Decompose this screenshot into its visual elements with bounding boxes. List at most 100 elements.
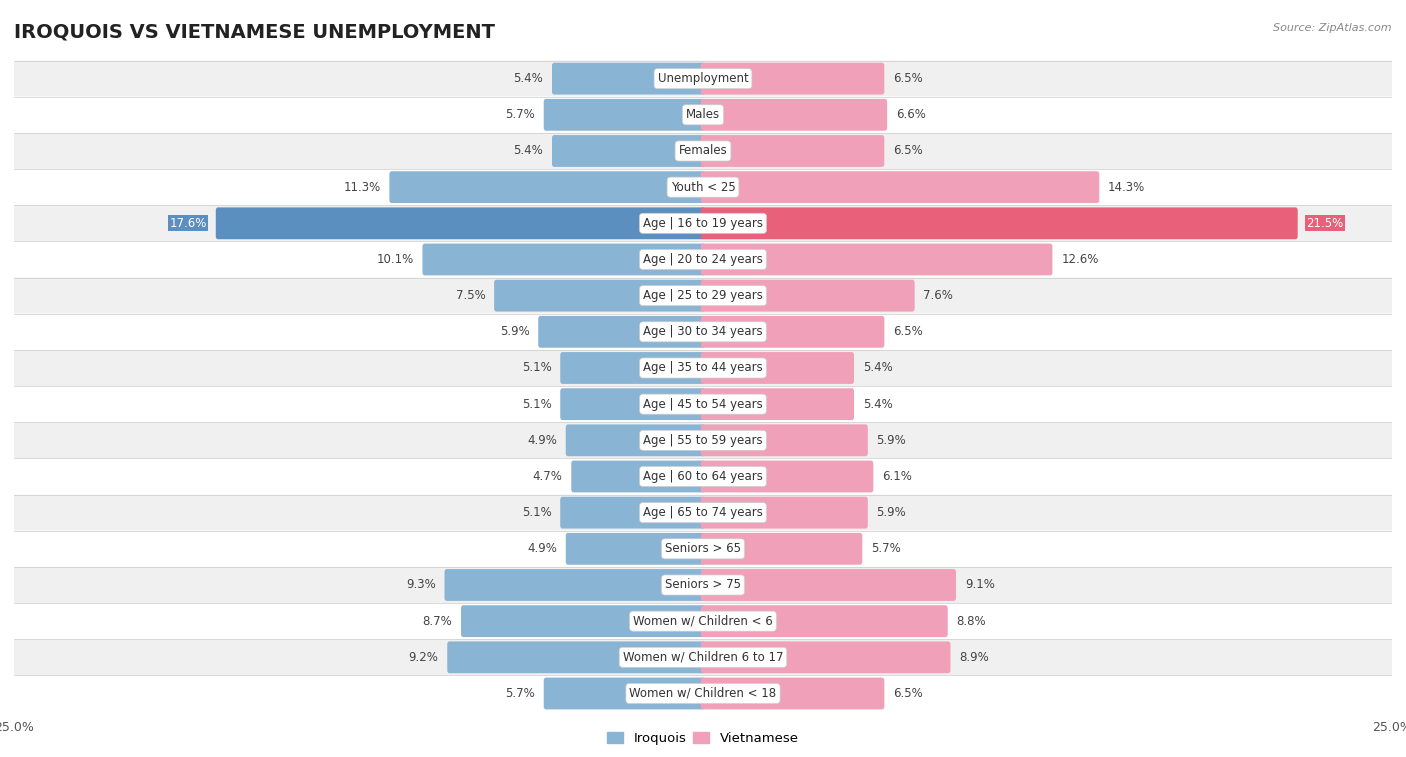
FancyBboxPatch shape: [14, 61, 1392, 97]
Text: 7.5%: 7.5%: [456, 289, 485, 302]
Text: 6.1%: 6.1%: [882, 470, 912, 483]
Text: Age | 35 to 44 years: Age | 35 to 44 years: [643, 362, 763, 375]
FancyBboxPatch shape: [700, 135, 884, 167]
FancyBboxPatch shape: [560, 388, 706, 420]
Text: 6.5%: 6.5%: [893, 326, 922, 338]
FancyBboxPatch shape: [494, 280, 706, 312]
FancyBboxPatch shape: [700, 316, 884, 347]
FancyBboxPatch shape: [14, 133, 1392, 169]
Text: 9.2%: 9.2%: [409, 651, 439, 664]
Text: Males: Males: [686, 108, 720, 121]
Text: Youth < 25: Youth < 25: [671, 181, 735, 194]
FancyBboxPatch shape: [565, 533, 706, 565]
Text: Age | 45 to 54 years: Age | 45 to 54 years: [643, 397, 763, 410]
FancyBboxPatch shape: [14, 313, 1392, 350]
Text: 5.4%: 5.4%: [863, 397, 893, 410]
FancyBboxPatch shape: [700, 352, 853, 384]
Text: Unemployment: Unemployment: [658, 72, 748, 85]
FancyBboxPatch shape: [14, 278, 1392, 313]
Text: 14.3%: 14.3%: [1108, 181, 1146, 194]
Text: 6.5%: 6.5%: [893, 687, 922, 700]
FancyBboxPatch shape: [700, 497, 868, 528]
Text: 5.9%: 5.9%: [876, 506, 907, 519]
Text: Age | 16 to 19 years: Age | 16 to 19 years: [643, 217, 763, 230]
FancyBboxPatch shape: [14, 567, 1392, 603]
FancyBboxPatch shape: [560, 352, 706, 384]
FancyBboxPatch shape: [553, 135, 706, 167]
Text: 8.7%: 8.7%: [422, 615, 453, 628]
Text: Seniors > 75: Seniors > 75: [665, 578, 741, 591]
Text: Women w/ Children < 18: Women w/ Children < 18: [630, 687, 776, 700]
Text: 5.9%: 5.9%: [876, 434, 907, 447]
Text: 9.1%: 9.1%: [965, 578, 994, 591]
Text: 7.6%: 7.6%: [924, 289, 953, 302]
Text: 6.5%: 6.5%: [893, 145, 922, 157]
FancyBboxPatch shape: [14, 531, 1392, 567]
FancyBboxPatch shape: [565, 425, 706, 456]
FancyBboxPatch shape: [700, 63, 884, 95]
FancyBboxPatch shape: [14, 350, 1392, 386]
Text: 8.9%: 8.9%: [959, 651, 988, 664]
Text: 5.1%: 5.1%: [522, 362, 551, 375]
FancyBboxPatch shape: [422, 244, 706, 276]
FancyBboxPatch shape: [14, 169, 1392, 205]
FancyBboxPatch shape: [700, 678, 884, 709]
Text: Age | 60 to 64 years: Age | 60 to 64 years: [643, 470, 763, 483]
FancyBboxPatch shape: [544, 678, 706, 709]
Text: Women w/ Children < 6: Women w/ Children < 6: [633, 615, 773, 628]
FancyBboxPatch shape: [700, 244, 1053, 276]
FancyBboxPatch shape: [700, 207, 1298, 239]
FancyBboxPatch shape: [571, 460, 706, 492]
FancyBboxPatch shape: [14, 603, 1392, 639]
FancyBboxPatch shape: [14, 494, 1392, 531]
FancyBboxPatch shape: [389, 171, 706, 203]
FancyBboxPatch shape: [700, 460, 873, 492]
FancyBboxPatch shape: [14, 386, 1392, 422]
Text: 5.9%: 5.9%: [499, 326, 530, 338]
Text: 6.5%: 6.5%: [893, 72, 922, 85]
Text: IROQUOIS VS VIETNAMESE UNEMPLOYMENT: IROQUOIS VS VIETNAMESE UNEMPLOYMENT: [14, 23, 495, 42]
Text: Females: Females: [679, 145, 727, 157]
FancyBboxPatch shape: [700, 569, 956, 601]
Text: Age | 55 to 59 years: Age | 55 to 59 years: [643, 434, 763, 447]
Text: 5.7%: 5.7%: [872, 542, 901, 556]
Text: 21.5%: 21.5%: [1306, 217, 1344, 230]
FancyBboxPatch shape: [700, 388, 853, 420]
FancyBboxPatch shape: [447, 641, 706, 673]
FancyBboxPatch shape: [14, 639, 1392, 675]
Text: Age | 65 to 74 years: Age | 65 to 74 years: [643, 506, 763, 519]
Text: 4.9%: 4.9%: [527, 434, 557, 447]
Text: 17.6%: 17.6%: [170, 217, 207, 230]
Text: 10.1%: 10.1%: [377, 253, 413, 266]
Text: Source: ZipAtlas.com: Source: ZipAtlas.com: [1274, 23, 1392, 33]
FancyBboxPatch shape: [14, 241, 1392, 278]
FancyBboxPatch shape: [700, 533, 862, 565]
FancyBboxPatch shape: [560, 497, 706, 528]
Text: 5.4%: 5.4%: [513, 72, 543, 85]
Text: 6.6%: 6.6%: [896, 108, 925, 121]
Text: Seniors > 65: Seniors > 65: [665, 542, 741, 556]
Text: 5.7%: 5.7%: [505, 687, 534, 700]
FancyBboxPatch shape: [14, 675, 1392, 712]
Text: 5.1%: 5.1%: [522, 506, 551, 519]
Legend: Iroquois, Vietnamese: Iroquois, Vietnamese: [602, 727, 804, 750]
Text: Age | 30 to 34 years: Age | 30 to 34 years: [643, 326, 763, 338]
FancyBboxPatch shape: [700, 606, 948, 637]
Text: 4.7%: 4.7%: [533, 470, 562, 483]
Text: Age | 25 to 29 years: Age | 25 to 29 years: [643, 289, 763, 302]
FancyBboxPatch shape: [14, 205, 1392, 241]
FancyBboxPatch shape: [538, 316, 706, 347]
FancyBboxPatch shape: [700, 99, 887, 131]
Text: 5.7%: 5.7%: [505, 108, 534, 121]
FancyBboxPatch shape: [14, 97, 1392, 133]
FancyBboxPatch shape: [461, 606, 706, 637]
FancyBboxPatch shape: [700, 280, 915, 312]
Text: 11.3%: 11.3%: [343, 181, 381, 194]
Text: 5.4%: 5.4%: [863, 362, 893, 375]
Text: 4.9%: 4.9%: [527, 542, 557, 556]
Text: 21.5%: 21.5%: [1306, 217, 1344, 230]
FancyBboxPatch shape: [700, 171, 1099, 203]
Text: Age | 20 to 24 years: Age | 20 to 24 years: [643, 253, 763, 266]
FancyBboxPatch shape: [700, 641, 950, 673]
Text: 5.1%: 5.1%: [522, 397, 551, 410]
